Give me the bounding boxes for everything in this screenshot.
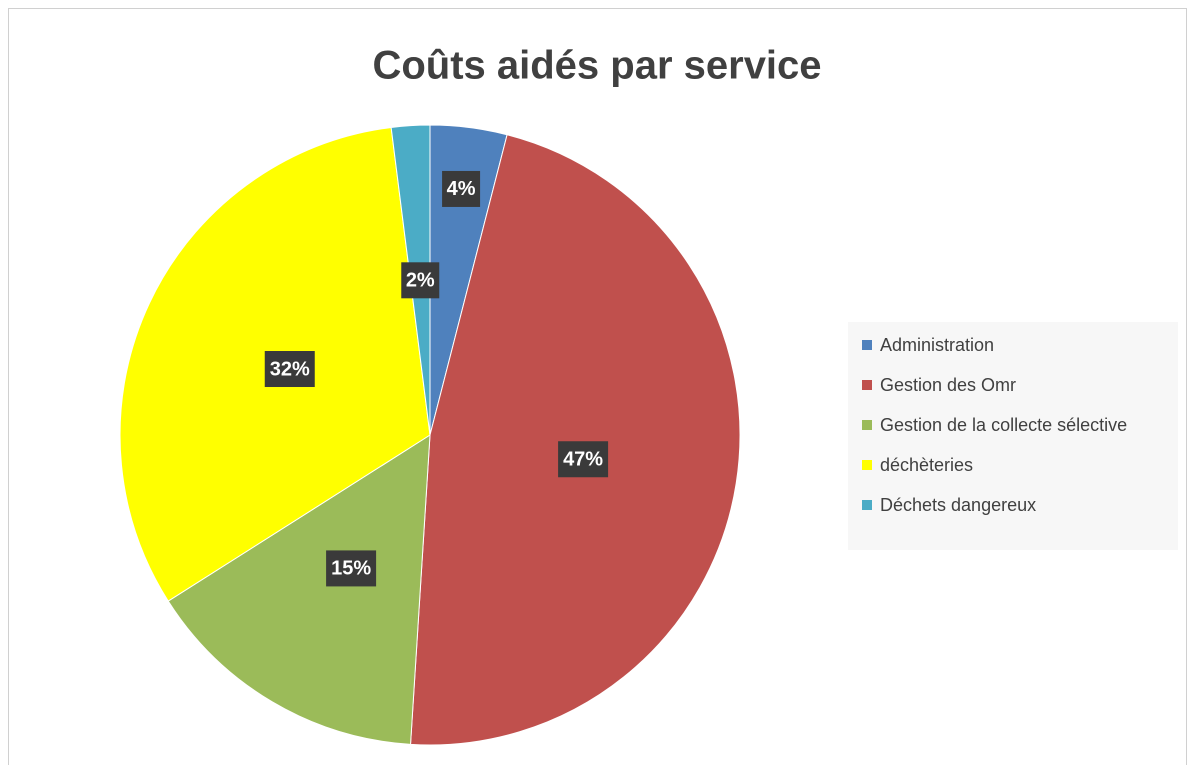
data-label: 4% [447, 178, 476, 200]
legend-label: déchèteries [880, 455, 973, 475]
chart-title: Coûts aidés par service [372, 44, 821, 88]
data-label-box [326, 550, 377, 587]
data-label-box [442, 170, 481, 207]
legend-swatch [862, 340, 872, 350]
data-label-box [558, 441, 609, 478]
pie-slice [167, 434, 431, 745]
legend-swatch [862, 460, 872, 470]
legend-label: Administration [880, 335, 994, 355]
legend-label: Gestion des Omr [880, 375, 1016, 395]
pie-slice [410, 134, 741, 746]
data-label: 47% [563, 449, 603, 471]
data-label-box [264, 351, 315, 388]
legend-swatch [862, 420, 872, 430]
legend-swatch [862, 500, 872, 510]
legend-label: Déchets dangereux [880, 495, 1036, 515]
legend-box [848, 322, 1178, 550]
data-label: 15% [331, 558, 371, 580]
legend-label: Gestion de la collecte sélective [880, 415, 1127, 435]
data-label-box [401, 262, 440, 299]
legend-swatch [862, 380, 872, 390]
data-label: 32% [270, 358, 310, 380]
data-label: 2% [406, 270, 435, 292]
